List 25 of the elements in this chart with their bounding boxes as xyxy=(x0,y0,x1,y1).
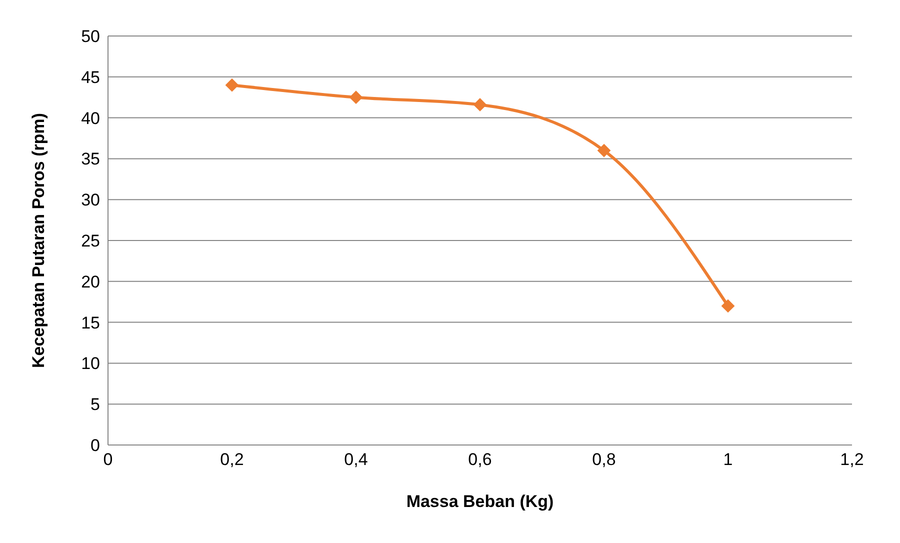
x-tick-label: 0,4 xyxy=(344,450,368,470)
y-tick-label: 25 xyxy=(81,232,100,251)
y-tick-label: 40 xyxy=(81,108,100,128)
x-tick-label: 1 xyxy=(723,450,733,470)
y-tick-label: 5 xyxy=(90,395,100,414)
point xyxy=(722,299,734,312)
y-tick-label: 45 xyxy=(81,68,100,87)
y-tick-label: 15 xyxy=(81,313,100,332)
y-tick-label: 20 xyxy=(81,272,100,292)
x-axis-title: Massa Beban (Kg) xyxy=(406,492,554,511)
x-tick-label: 0,2 xyxy=(220,450,244,470)
point xyxy=(598,144,610,158)
y-tick-label: 35 xyxy=(81,150,100,169)
point xyxy=(350,90,362,104)
x-tick-label: 0,6 xyxy=(468,450,492,470)
y-tick-label: 50 xyxy=(81,27,100,46)
y-tick-label: 10 xyxy=(81,354,100,374)
y-tick-label: 30 xyxy=(81,190,100,210)
point xyxy=(226,78,238,92)
x-tick-label: 0 xyxy=(103,450,113,470)
point xyxy=(474,98,486,112)
x-tick-label: 0,8 xyxy=(592,450,616,470)
x-tick-label: 1,2 xyxy=(840,450,864,470)
y-tick-label: 0 xyxy=(90,436,100,456)
y-axis-title: Kecepatan Putaran Poros (rpm) xyxy=(29,112,48,368)
